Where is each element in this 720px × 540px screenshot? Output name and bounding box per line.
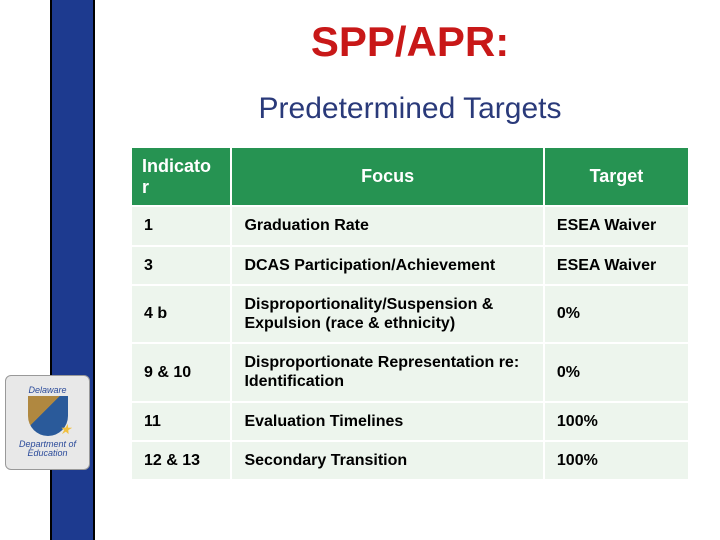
star-icon: ★ xyxy=(59,422,72,437)
cell-target: 100% xyxy=(544,441,689,480)
cell-indicator: 4 b xyxy=(131,285,231,343)
cell-indicator: 11 xyxy=(131,402,231,441)
col-target: Target xyxy=(544,147,689,206)
sidebar: Delaware ★ Department of Education xyxy=(0,0,95,540)
table-header-row: Indicator Focus Target xyxy=(131,147,689,206)
cell-focus: Secondary Transition xyxy=(231,441,543,480)
table-row: 9 & 10 Disproportionate Representation r… xyxy=(131,343,689,401)
cell-target: 0% xyxy=(544,343,689,401)
shield-icon: ★ xyxy=(28,396,68,436)
table-row: 3 DCAS Participation/Achievement ESEA Wa… xyxy=(131,246,689,285)
slide-title: SPP/APR: xyxy=(130,18,690,66)
logo-text-top: Delaware xyxy=(28,386,66,396)
table-row: 11 Evaluation Timelines 100% xyxy=(131,402,689,441)
table-row: 1 Graduation Rate ESEA Waiver xyxy=(131,206,689,245)
cell-focus: Graduation Rate xyxy=(231,206,543,245)
cell-indicator: 9 & 10 xyxy=(131,343,231,401)
cell-indicator: 1 xyxy=(131,206,231,245)
table-row: 12 & 13 Secondary Transition 100% xyxy=(131,441,689,480)
slide-content: SPP/APR: Predetermined Targets Indicator… xyxy=(100,0,720,491)
cell-indicator: 12 & 13 xyxy=(131,441,231,480)
delaware-doe-logo: Delaware ★ Department of Education xyxy=(5,375,90,470)
table-body: 1 Graduation Rate ESEA Waiver 3 DCAS Par… xyxy=(131,206,689,480)
cell-focus: DCAS Participation/Achievement xyxy=(231,246,543,285)
targets-table: Indicator Focus Target 1 Graduation Rate… xyxy=(130,146,690,481)
cell-indicator: 3 xyxy=(131,246,231,285)
cell-target: ESEA Waiver xyxy=(544,246,689,285)
cell-target: 100% xyxy=(544,402,689,441)
cell-target: ESEA Waiver xyxy=(544,206,689,245)
logo-text-bottom: Department of Education xyxy=(6,440,89,460)
col-focus: Focus xyxy=(231,147,543,206)
cell-target: 0% xyxy=(544,285,689,343)
slide-subtitle: Predetermined Targets xyxy=(130,92,690,126)
table-row: 4 b Disproportionality/Suspension & Expu… xyxy=(131,285,689,343)
cell-focus: Disproportionality/Suspension & Expulsio… xyxy=(231,285,543,343)
col-indicator: Indicator xyxy=(131,147,231,206)
cell-focus: Evaluation Timelines xyxy=(231,402,543,441)
cell-focus: Disproportionate Representation re: Iden… xyxy=(231,343,543,401)
